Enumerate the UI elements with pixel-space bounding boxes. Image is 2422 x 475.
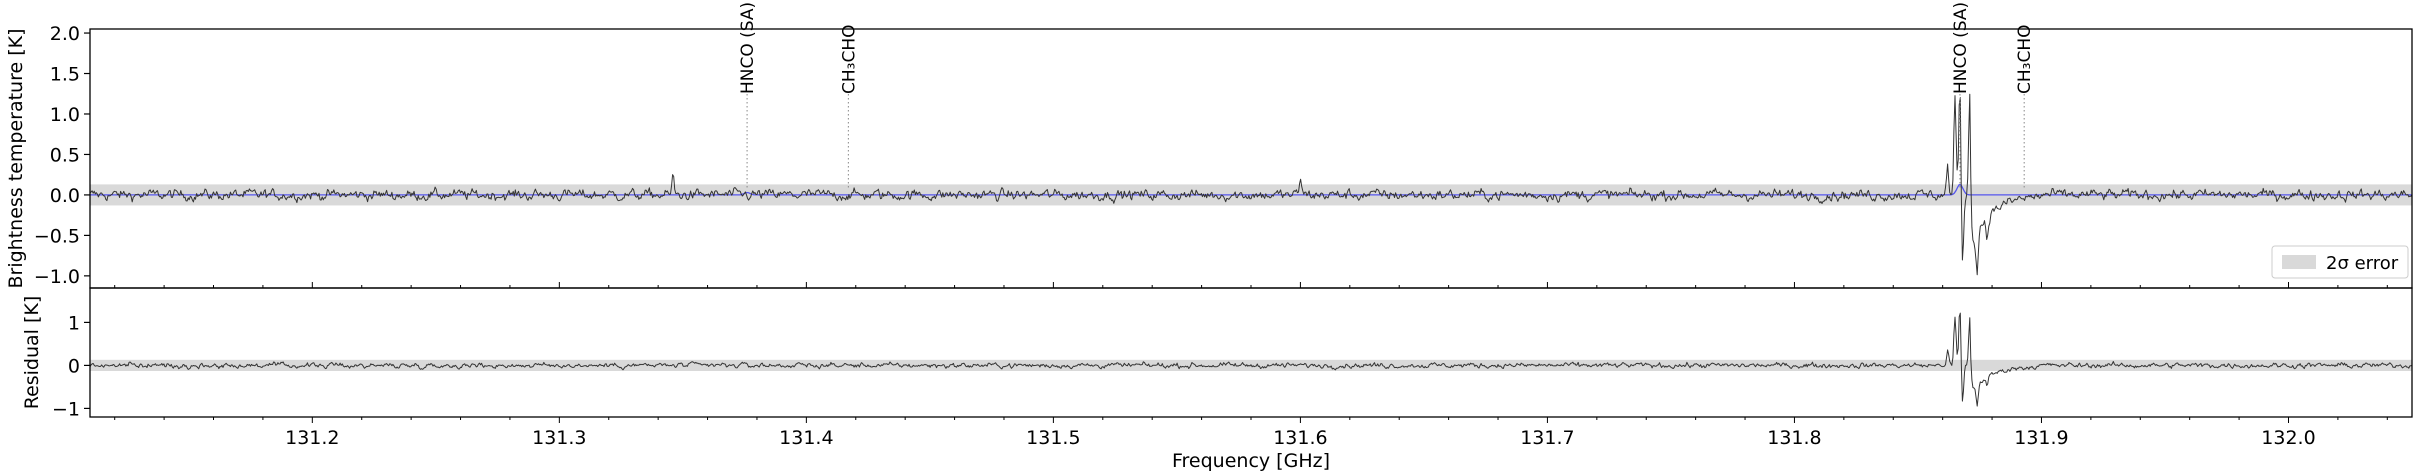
residual-panel: 1 0 −1 131.2 131.3 131.4 131.5 131.6 131.7 131.8… xyxy=(21,287,2413,472)
line-marker-label: HNCO (SA) xyxy=(738,2,758,94)
residual-y-ticks: 1 0 −1 xyxy=(52,312,90,420)
line-marker-label: CH₃CHO xyxy=(2015,24,2035,94)
line-marker-label: CH₃CHO xyxy=(839,24,859,94)
legend-label-error-band: 2σ error xyxy=(2326,253,2399,274)
x-tick-label: 131.5 xyxy=(1026,427,1080,449)
x-axis-label: Frequency [GHz] xyxy=(1172,450,1330,472)
x-tick-label: 131.6 xyxy=(1273,427,1327,449)
x-tick-label: 131.3 xyxy=(532,427,586,449)
y-tick-label: 1.5 xyxy=(50,64,80,86)
spectrum-y-axis-label: Brightness temperature [K] xyxy=(5,29,27,289)
legend-box xyxy=(2271,245,2409,279)
y-tick-label: 0 xyxy=(68,355,80,377)
y-tick-label: 0.5 xyxy=(50,144,80,166)
y-tick-label: 1 xyxy=(68,312,80,334)
residual-plot-frame xyxy=(89,287,2413,418)
line-markers: HNCO (SA) CH₃CHO HNCO (SA) CH₃CHO xyxy=(738,2,2035,188)
residual-line xyxy=(89,312,2413,407)
line-marker-label: HNCO (SA) xyxy=(1951,2,1971,94)
residual-x-ticks: 131.2 131.3 131.4 131.5 131.6 131.7 131.8 131.9… xyxy=(114,417,2388,449)
y-tick-label: −1 xyxy=(52,398,80,420)
spectrum-x-ticks xyxy=(114,282,2388,288)
y-tick-label: 0.0 xyxy=(50,185,80,207)
spectrum-series xyxy=(89,93,2413,276)
x-tick-label: 131.7 xyxy=(1520,427,1574,449)
y-tick-label: 1.0 xyxy=(50,104,80,126)
legend-swatch-error-band xyxy=(2282,255,2316,269)
spectrum-plot-frame xyxy=(89,28,2413,289)
legend: 2σ error xyxy=(2271,245,2409,279)
x-tick-label: 131.2 xyxy=(285,427,339,449)
x-tick-label: 132.0 xyxy=(2261,427,2315,449)
x-tick-label: 131.9 xyxy=(2014,427,2068,449)
y-tick-label: 2.0 xyxy=(50,23,80,45)
y-tick-label: −0.5 xyxy=(34,225,80,247)
x-tick-label: 131.8 xyxy=(1767,427,1821,449)
residual-y-axis-label: Residual [K] xyxy=(21,296,43,410)
spectrum-panel: HNCO (SA) CH₃CHO HNCO (SA) CH₃CHO 2.0 1.5 1.0… xyxy=(5,2,2413,289)
residual-series xyxy=(89,312,2413,407)
y-tick-label: −1.0 xyxy=(34,266,80,288)
spectrum-y-ticks: 2.0 1.5 1.0 0.5 0.0 −0.5 −1.0 xyxy=(34,23,90,288)
observed-spectrum-line xyxy=(89,93,2413,276)
x-tick-label: 131.4 xyxy=(779,427,833,449)
